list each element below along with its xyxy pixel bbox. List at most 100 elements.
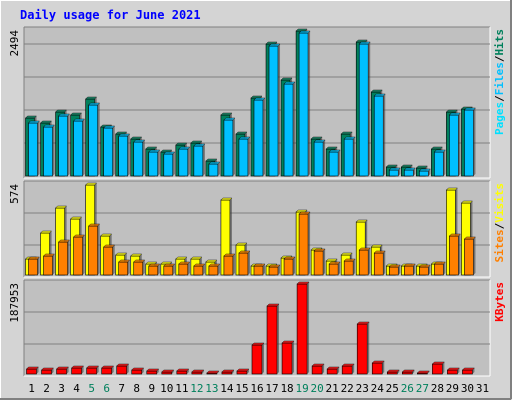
legend-separator: / (493, 95, 506, 102)
bar-sites (403, 263, 416, 276)
bar-sites (418, 264, 431, 276)
legend-separator: / (493, 222, 506, 229)
bar-sites (193, 263, 206, 276)
bar-files (418, 168, 431, 177)
x-tick-label: 22 (341, 382, 354, 395)
bar-files (463, 107, 477, 177)
bar-files (448, 112, 462, 177)
x-tick-label: 20 (311, 382, 324, 395)
bar-sites (163, 263, 176, 276)
side-legend: KBytes (493, 282, 506, 322)
bar-files (358, 41, 371, 177)
legend-visits: Visits (493, 183, 506, 223)
bar-sites (433, 261, 446, 276)
bar-files (388, 167, 401, 177)
x-tick-label: 29 (446, 382, 459, 395)
bar-sites (283, 256, 296, 276)
bar-files (72, 118, 86, 177)
bar-files (238, 136, 251, 177)
legend-kbytes: KBytes (493, 282, 506, 322)
bar-kbytes (131, 367, 145, 375)
bar-kbytes (236, 368, 250, 375)
bar-files (403, 167, 416, 177)
bar-sites (373, 250, 386, 276)
x-tick-label: 23 (356, 382, 369, 395)
bar-sites (463, 236, 477, 276)
x-tick-label: 31 (476, 382, 489, 395)
y-max-label: 2494 (8, 30, 21, 57)
x-tick-label: 11 (175, 382, 188, 395)
bar-sites (238, 250, 251, 276)
bar-kbytes (101, 365, 115, 375)
bar-sites (208, 263, 221, 276)
x-tick-label: 27 (416, 382, 429, 395)
bar-files (103, 125, 116, 177)
bar-kbytes (161, 369, 175, 375)
bar-kbytes (55, 366, 70, 375)
bar-kbytes (386, 369, 400, 375)
bar-kbytes (146, 368, 160, 375)
x-tick-label: 4 (73, 382, 80, 395)
bar-kbytes (431, 361, 445, 375)
bar-files (27, 120, 41, 177)
y-max-label: 574 (8, 184, 21, 204)
legend-pages: Pages (493, 102, 506, 135)
bar-sites (358, 247, 371, 276)
bar-files (178, 146, 191, 177)
bar-files (373, 93, 386, 177)
bar-files (193, 143, 206, 177)
bar-kbytes (341, 363, 355, 375)
bar-files (148, 149, 161, 177)
x-tick-label: 15 (235, 382, 248, 395)
x-tick-label: 1 (28, 382, 35, 395)
bar-sites (103, 244, 116, 276)
bar-kbytes (416, 370, 430, 375)
bar-kbytes (326, 366, 340, 375)
x-tick-label: 2 (43, 382, 50, 395)
bar-sites (253, 263, 266, 276)
side-legend: Sites/Visits (493, 183, 506, 263)
bar-sites (223, 253, 236, 276)
bar-sites (448, 233, 462, 276)
bar-kbytes (371, 360, 385, 375)
bar-kbytes (356, 321, 370, 375)
bar-files (298, 30, 311, 177)
legend-sites: Sites (493, 229, 506, 262)
x-tick-label: 6 (103, 382, 110, 395)
chart-title: Daily usage for June 2021 (20, 8, 201, 22)
x-tick-label: 8 (133, 382, 140, 395)
x-tick-label: 21 (326, 382, 339, 395)
bar-kbytes (86, 365, 100, 375)
bar-kbytes (461, 367, 476, 375)
bar-sites (328, 261, 341, 276)
bar-files (343, 136, 356, 177)
bar-kbytes (446, 367, 461, 375)
bar-kbytes (266, 303, 280, 375)
bar-files (223, 117, 236, 177)
bar-files (42, 124, 56, 177)
bar-files (208, 161, 221, 177)
bar-sites (42, 253, 56, 276)
x-tick-label: 5 (88, 382, 95, 395)
x-tick-label: 24 (371, 382, 385, 395)
bar-files (118, 133, 131, 177)
bar-kbytes (281, 340, 295, 375)
bar-files (57, 113, 71, 177)
bar-files (328, 149, 341, 177)
x-tick-label: 10 (160, 382, 173, 395)
y-max-label: 187953 (8, 283, 21, 323)
bar-sites (148, 263, 161, 276)
legend-files: Files (493, 62, 506, 95)
bar-sites (72, 234, 86, 276)
bar-kbytes (70, 365, 85, 375)
x-tick-label: 25 (386, 382, 399, 395)
x-tick-label: 7 (118, 382, 125, 395)
side-legend: Pages/Files/Hits (493, 29, 506, 135)
x-tick-label: 19 (295, 382, 308, 395)
bar-sites (57, 239, 71, 276)
bar-kbytes (251, 342, 265, 375)
legend-hits: Hits (493, 29, 506, 56)
bar-kbytes (296, 281, 310, 375)
